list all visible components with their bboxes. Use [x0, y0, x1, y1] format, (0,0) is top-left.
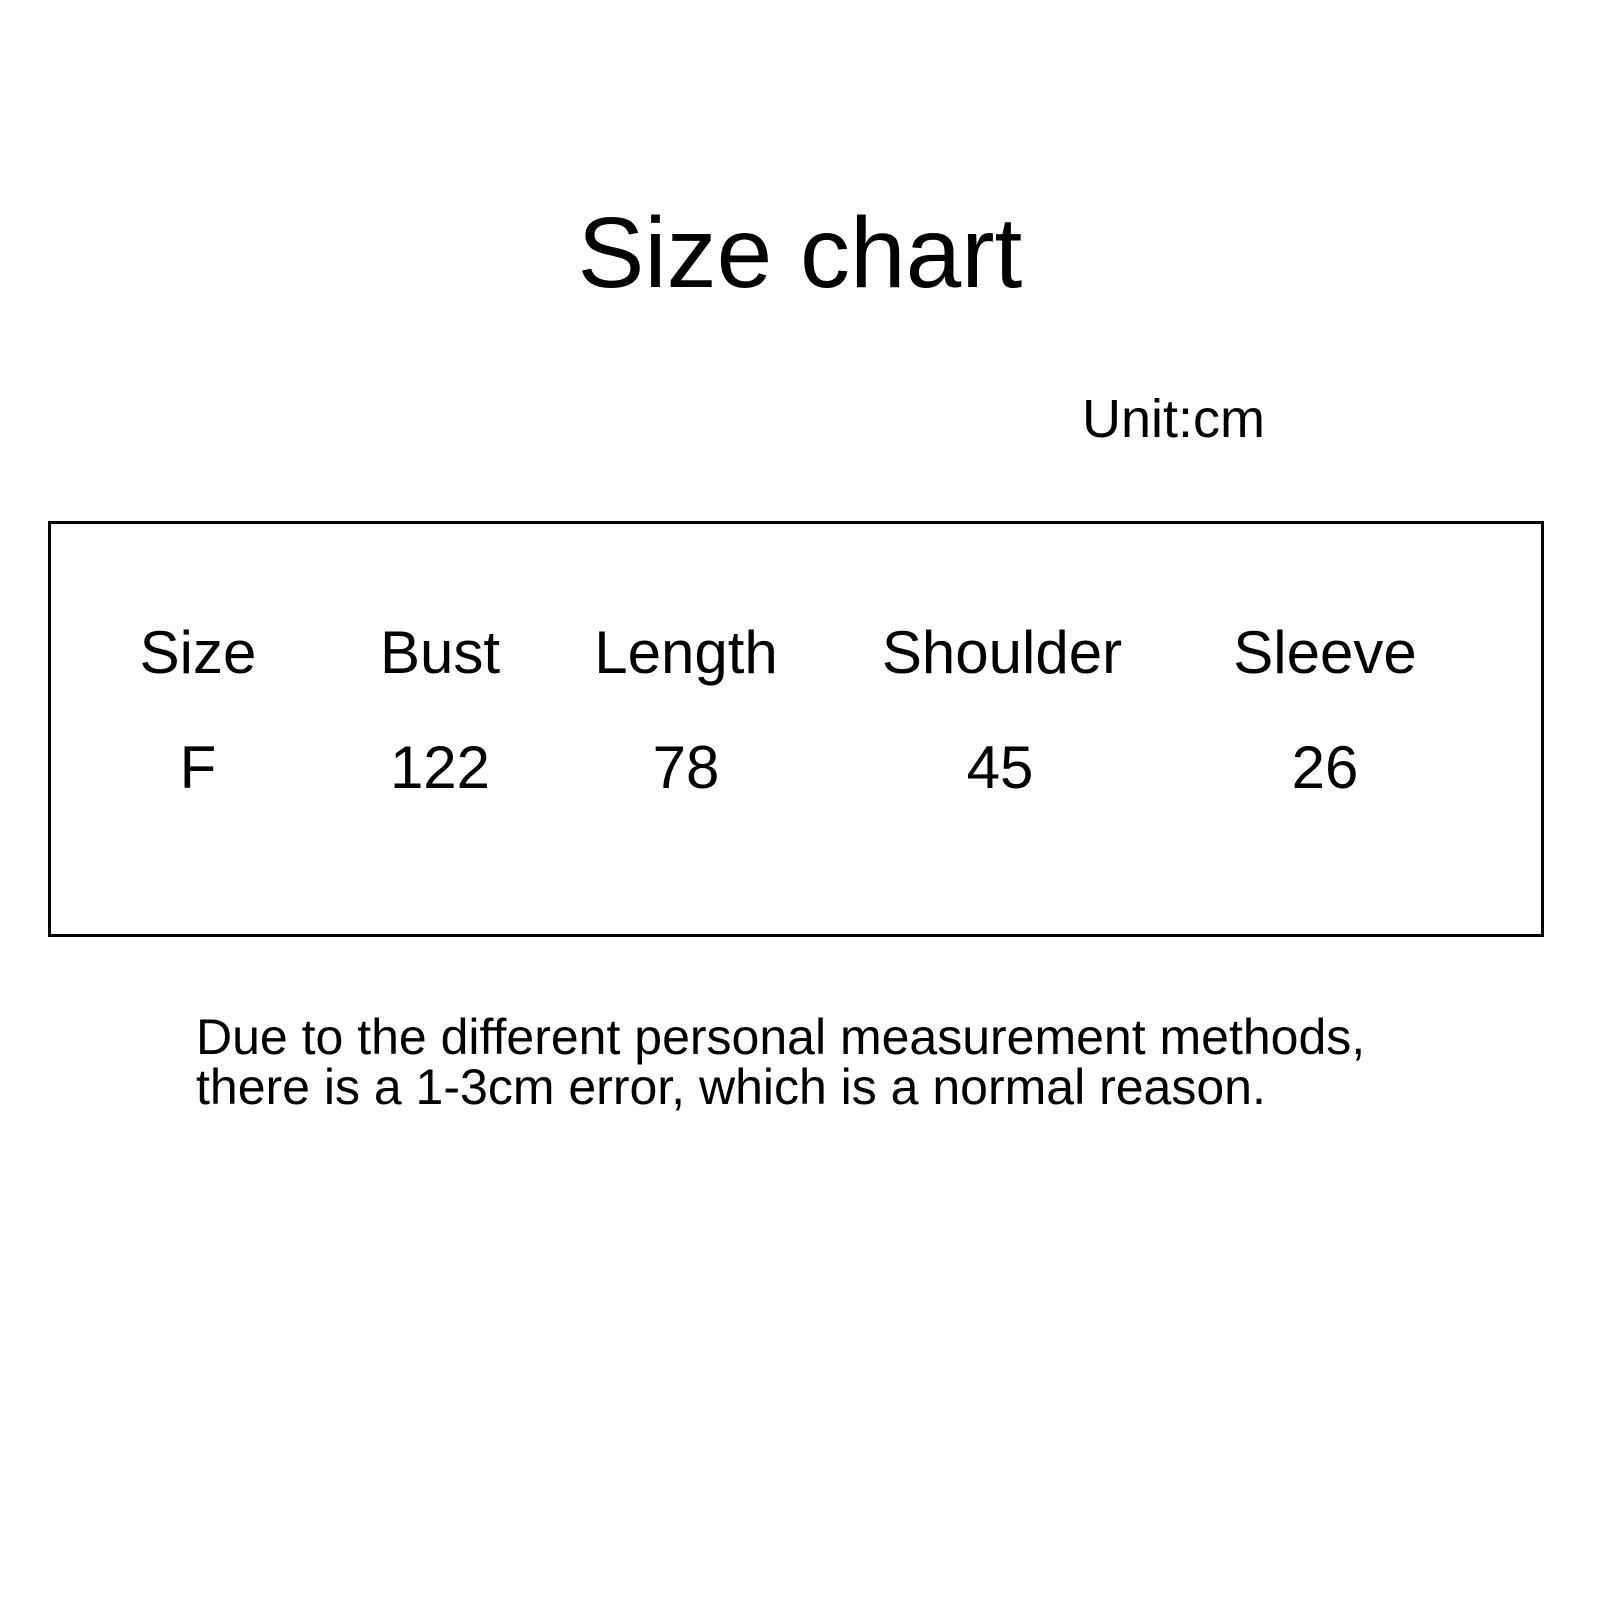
header-bust: Bust [379, 619, 501, 686]
cell-bust: 122 [389, 734, 491, 801]
page-title: Size chart [577, 197, 1023, 309]
header-shoulder: Shoulder [881, 619, 1123, 686]
size-table-frame [48, 521, 1544, 937]
header-length: Length [594, 619, 778, 686]
header-size: Size [139, 619, 257, 686]
cell-shoulder: 45 [966, 734, 1034, 801]
note-line-2: there is a 1-3cm error, which is a norma… [196, 1059, 1266, 1115]
unit-label: Unit:cm [1082, 389, 1266, 449]
measurement-note: Due to the different personal measuremen… [196, 1012, 1365, 1112]
cell-sleeve: 26 [1291, 734, 1359, 801]
cell-length: 78 [652, 734, 720, 801]
note-line-1: Due to the different personal measuremen… [196, 1009, 1366, 1065]
cell-size: F [179, 734, 217, 801]
header-sleeve: Sleeve [1233, 619, 1417, 686]
